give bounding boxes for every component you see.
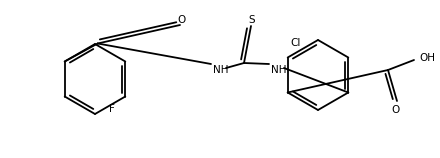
Text: Cl: Cl — [291, 39, 301, 49]
Text: NH: NH — [271, 65, 286, 75]
Text: S: S — [249, 15, 255, 25]
Text: O: O — [391, 105, 399, 115]
Text: OH: OH — [419, 53, 435, 63]
Text: F: F — [110, 103, 115, 113]
Text: NH: NH — [213, 65, 228, 75]
Text: O: O — [178, 15, 186, 25]
